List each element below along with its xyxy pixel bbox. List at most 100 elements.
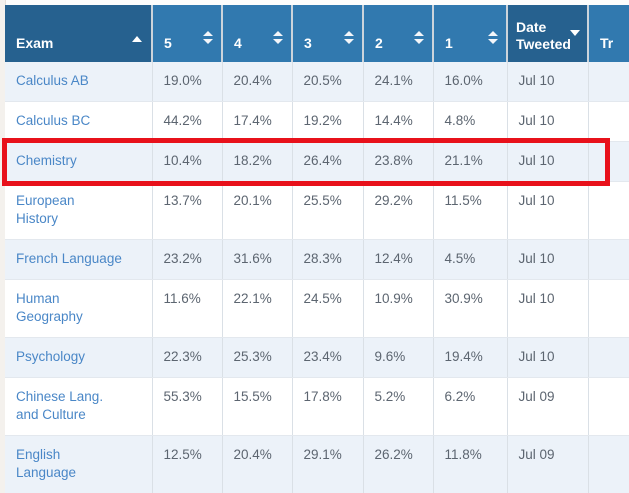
- date-tweeted-cell: Jul 10: [506, 239, 588, 280]
- score-5-cell: 13.7%: [151, 181, 222, 240]
- score-2-cell: 12.4%: [362, 239, 433, 280]
- score-4-cell: 15.5%: [221, 377, 292, 436]
- exam-link[interactable]: Calculus AB: [16, 73, 89, 88]
- score-2-cell: 5.2%: [362, 377, 433, 436]
- score-3-cell: 28.3%: [291, 239, 363, 280]
- table-row: English Language 12.5% 20.4% 29.1% 26.2%…: [5, 435, 629, 493]
- date-tweeted-cell: Jul 09: [506, 435, 588, 493]
- exam-link[interactable]: Psychology: [16, 349, 86, 364]
- column-header-3[interactable]: 3: [291, 5, 363, 62]
- exam-link[interactable]: Chinese Lang. and Culture: [16, 389, 104, 422]
- column-header-truncated[interactable]: Tr: [587, 5, 629, 62]
- column-header-label: 5: [164, 35, 172, 51]
- score-5-cell: 11.6%: [151, 279, 222, 338]
- score-4-cell: 31.6%: [221, 239, 292, 280]
- score-4-cell: 20.1%: [221, 181, 292, 240]
- sort-both-icon: [488, 31, 498, 44]
- truncated-cell: [587, 62, 629, 102]
- score-4-cell: 25.3%: [221, 337, 292, 378]
- score-5-cell: 10.4%: [151, 141, 222, 182]
- column-header-label: Exam: [16, 35, 54, 51]
- score-4-cell: 18.2%: [221, 141, 292, 182]
- exam-cell: Calculus BC: [5, 101, 152, 142]
- exam-link[interactable]: Calculus BC: [16, 113, 91, 128]
- date-tweeted-cell: Jul 10: [506, 62, 588, 102]
- score-1-cell: 21.1%: [432, 141, 507, 182]
- exam-link[interactable]: European History: [16, 193, 75, 226]
- truncated-cell: [587, 181, 629, 240]
- column-header-label: Date Tweeted: [516, 19, 571, 52]
- score-5-cell: 23.2%: [151, 239, 222, 280]
- column-header-label: 3: [304, 35, 312, 51]
- sort-ascending-icon: [132, 36, 142, 42]
- column-header-label: 1: [445, 35, 453, 51]
- score-2-cell: 24.1%: [362, 62, 433, 102]
- score-1-cell: 19.4%: [432, 337, 507, 378]
- date-tweeted-cell: Jul 10: [506, 101, 588, 142]
- date-tweeted-cell: Jul 10: [506, 337, 588, 378]
- date-tweeted-cell: Jul 10: [506, 279, 588, 338]
- exam-scores-table: Exam 5 4 3 2: [5, 5, 629, 493]
- table-row: Chinese Lang. and Culture 55.3% 15.5% 17…: [5, 377, 629, 436]
- score-3-cell: 24.5%: [291, 279, 363, 338]
- sort-descending-icon: [570, 30, 580, 36]
- column-header-exam[interactable]: Exam: [5, 5, 152, 62]
- column-header-label: 2: [375, 35, 383, 51]
- score-1-cell: 16.0%: [432, 62, 507, 102]
- table-row: French Language 23.2% 31.6% 28.3% 12.4% …: [5, 239, 629, 280]
- score-3-cell: 20.5%: [291, 62, 363, 102]
- score-3-cell: 25.5%: [291, 181, 363, 240]
- column-header-5[interactable]: 5: [151, 5, 222, 62]
- score-1-cell: 4.5%: [432, 239, 507, 280]
- score-5-cell: 22.3%: [151, 337, 222, 378]
- score-1-cell: 11.5%: [432, 181, 507, 240]
- truncated-cell: [587, 101, 629, 142]
- exam-cell: French Language: [5, 239, 152, 280]
- score-3-cell: 29.1%: [291, 435, 363, 493]
- score-3-cell: 19.2%: [291, 101, 363, 142]
- exam-link[interactable]: French Language: [16, 251, 122, 266]
- score-4-cell: 17.4%: [221, 101, 292, 142]
- exam-cell: English Language: [5, 435, 152, 493]
- column-header-2[interactable]: 2: [362, 5, 433, 62]
- exam-cell: European History: [5, 181, 152, 240]
- sort-both-icon: [273, 31, 283, 44]
- table-row: Calculus BC 44.2% 17.4% 19.2% 14.4% 4.8%…: [5, 101, 629, 142]
- date-tweeted-cell: Jul 10: [506, 181, 588, 240]
- column-header-label: 4: [234, 35, 242, 51]
- truncated-cell: [587, 377, 629, 436]
- table-row: Human Geography 11.6% 22.1% 24.5% 10.9% …: [5, 279, 629, 338]
- score-4-cell: 22.1%: [221, 279, 292, 338]
- score-2-cell: 9.6%: [362, 337, 433, 378]
- score-4-cell: 20.4%: [221, 62, 292, 102]
- exam-link[interactable]: Human Geography: [16, 291, 83, 324]
- exam-cell: Chemistry: [5, 141, 152, 182]
- exam-cell: Psychology: [5, 337, 152, 378]
- table-row: European History 13.7% 20.1% 25.5% 29.2%…: [5, 181, 629, 240]
- column-header-date-tweeted[interactable]: Date Tweeted: [506, 5, 588, 62]
- exam-link[interactable]: Chemistry: [16, 153, 77, 168]
- score-2-cell: 29.2%: [362, 181, 433, 240]
- sort-both-icon: [414, 31, 424, 44]
- score-5-cell: 12.5%: [151, 435, 222, 493]
- column-header-4[interactable]: 4: [221, 5, 292, 62]
- column-header-1[interactable]: 1: [432, 5, 507, 62]
- table-row: Calculus AB 19.0% 20.4% 20.5% 24.1% 16.0…: [5, 62, 629, 102]
- truncated-cell: [587, 279, 629, 338]
- score-2-cell: 10.9%: [362, 279, 433, 338]
- table-row: Psychology 22.3% 25.3% 23.4% 9.6% 19.4% …: [5, 337, 629, 378]
- score-3-cell: 23.4%: [291, 337, 363, 378]
- column-header-label: Tr: [600, 35, 614, 51]
- score-1-cell: 4.8%: [432, 101, 507, 142]
- exam-cell: Calculus AB: [5, 62, 152, 102]
- exam-cell: Chinese Lang. and Culture: [5, 377, 152, 436]
- score-2-cell: 26.2%: [362, 435, 433, 493]
- truncated-cell: [587, 435, 629, 493]
- score-5-cell: 44.2%: [151, 101, 222, 142]
- exam-cell: Human Geography: [5, 279, 152, 338]
- date-tweeted-cell: Jul 09: [506, 377, 588, 436]
- score-2-cell: 14.4%: [362, 101, 433, 142]
- date-tweeted-cell: Jul 10: [506, 141, 588, 182]
- exam-link[interactable]: English Language: [16, 447, 77, 480]
